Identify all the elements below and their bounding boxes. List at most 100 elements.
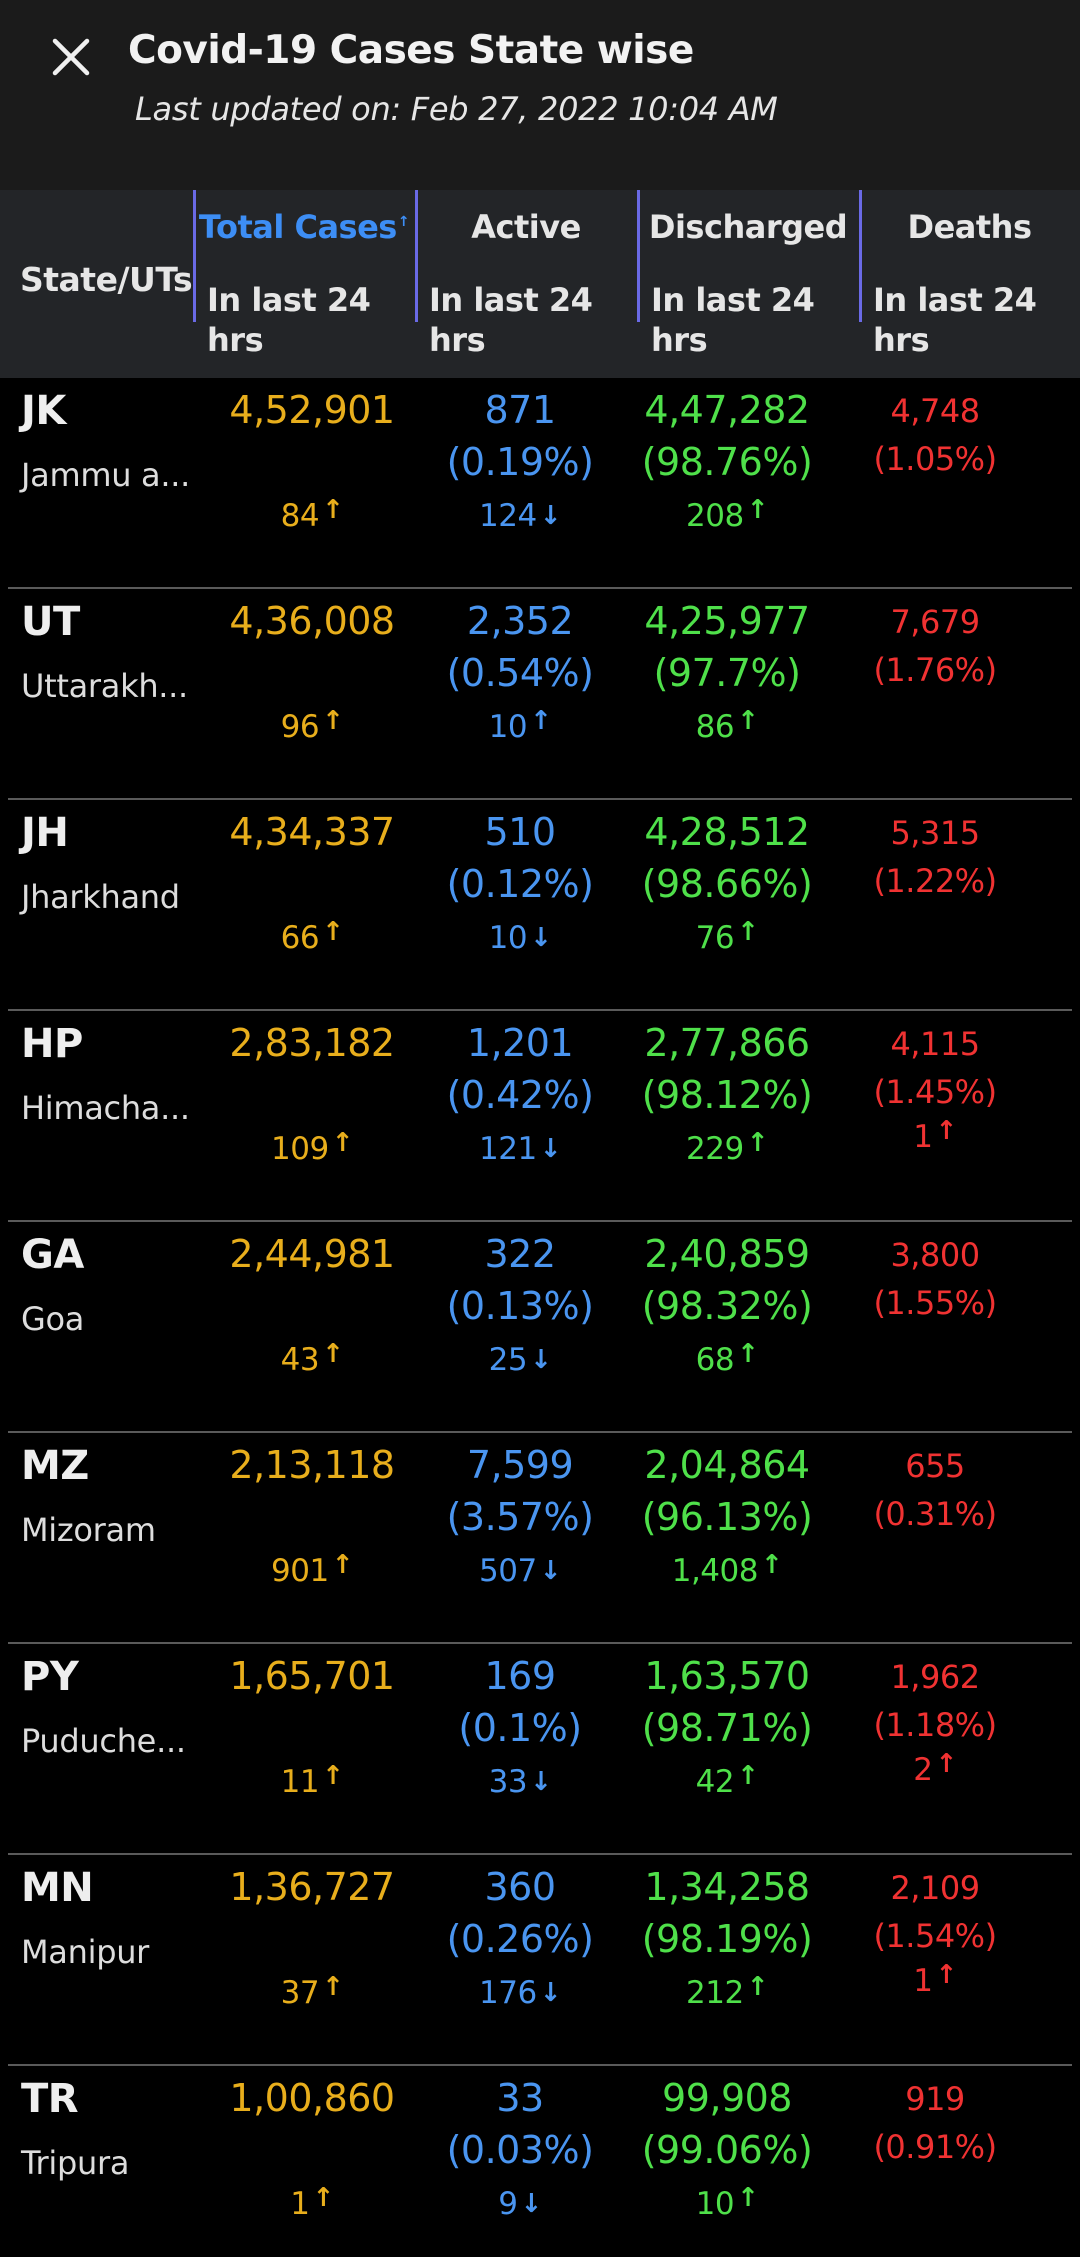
active-percent: (0.03%): [446, 2128, 594, 2172]
table-header: State/UTs Total Cases↑ In last 24 hrs Ac…: [0, 190, 1080, 378]
active-delta: 25 ↓: [415, 1342, 625, 1378]
discharged-delta-value: 42: [695, 1764, 735, 1800]
table-row[interactable]: UT Uttarakh... 4,36,008 96 ↑ 2,352 (0.54%) 10 ↑ 4…: [0, 589, 1080, 800]
deaths-percent: (1.76%): [873, 651, 997, 689]
active-header-title: Active: [471, 208, 581, 246]
arrow-up-icon: ↑: [746, 1128, 769, 1158]
arrow-up-icon: ↑: [331, 1550, 354, 1580]
discharged-delta-value: 229: [686, 1131, 744, 1167]
active-value: 2,352: [466, 599, 574, 643]
arrow-up-icon: ↑: [760, 1550, 783, 1580]
discharged-value: 4,25,977: [644, 599, 810, 643]
deaths-delta-value: 1: [913, 1119, 933, 1155]
active-delta-value: 10: [488, 709, 528, 745]
discharged-percent: (98.66%): [641, 862, 813, 906]
active-percent: (0.13%): [446, 1284, 594, 1328]
discharged-value: 4,47,282: [644, 388, 810, 432]
active-delta-value: 25: [488, 1342, 528, 1378]
row-divider: [8, 1853, 1072, 1855]
state-code: MZ: [21, 1443, 89, 1489]
active-header-sub: In last 24 hrs: [429, 281, 593, 359]
state-code: JH: [21, 810, 69, 856]
state-code: UT: [21, 599, 80, 645]
close-button[interactable]: [46, 32, 96, 82]
discharged-value: 99,908: [662, 2076, 792, 2120]
deaths-header-title: Deaths: [907, 208, 1032, 246]
discharged-delta: 208 ↑: [622, 495, 832, 534]
discharged-delta: 42 ↑: [622, 1761, 832, 1800]
discharged-delta: 86 ↑: [622, 706, 832, 745]
discharged-percent: (99.06%): [641, 2128, 813, 2172]
active-delta: 507 ↓: [415, 1553, 625, 1589]
deaths-column-header[interactable]: Deaths In last 24 hrs: [859, 190, 1080, 378]
active-delta-value: 121: [479, 1131, 537, 1167]
total-cases-value: 4,34,337: [229, 810, 395, 854]
state-name: Jharkhand: [21, 878, 180, 916]
state-name: Mizoram: [21, 1511, 156, 1549]
active-delta-value: 176: [479, 1975, 537, 2011]
arrow-down-icon: ↓: [539, 1978, 562, 2008]
total-cases-delta-value: 84: [280, 498, 320, 534]
active-percent: (0.26%): [446, 1917, 594, 1961]
discharged-value: 2,40,859: [644, 1232, 810, 1276]
state-column-header[interactable]: State/UTs: [20, 260, 193, 299]
table-row[interactable]: JK Jammu a... 4,52,901 84 ↑ 871 (0.19%) 124 ↓ 4,4…: [0, 378, 1080, 589]
discharged-column-header[interactable]: Discharged In last 24 hrs: [637, 190, 859, 378]
deaths-delta: 1 ↑: [830, 1116, 1040, 1155]
active-percent: (0.12%): [446, 862, 594, 906]
total-cases-value: 2,13,118: [229, 1443, 395, 1487]
state-name: Goa: [21, 1300, 85, 1338]
table-row[interactable]: JH Jharkhand 4,34,337 66 ↑ 510 (0.12%) 10 ↓ 4,28,…: [0, 800, 1080, 1011]
table-row[interactable]: GA Goa 2,44,981 43 ↑ 322 (0.13%) 25 ↓ 2,40,859 (98…: [0, 1222, 1080, 1433]
deaths-percent: (0.31%): [873, 1495, 997, 1533]
active-delta-value: 124: [479, 498, 537, 534]
top-bar: Covid-19 Cases State wise Last updated o…: [0, 0, 1080, 190]
total-cases-column-header[interactable]: Total Cases↑ In last 24 hrs: [193, 190, 415, 378]
active-delta: 121 ↓: [415, 1131, 625, 1167]
table-row[interactable]: MZ Mizoram 2,13,118 901 ↑ 7,599 (3.57%) 507 ↓ 2,0…: [0, 1433, 1080, 1644]
total-cases-value: 2,44,981: [229, 1232, 395, 1276]
total-cases-value: 1,36,727: [229, 1865, 395, 1909]
arrow-down-icon: ↓: [530, 923, 552, 953]
discharged-value: 2,77,866: [644, 1021, 810, 1065]
discharged-delta: 212 ↑: [622, 1972, 832, 2011]
state-name: Jammu a...: [21, 456, 190, 494]
total-cases-value: 1,00,860: [229, 2076, 395, 2120]
discharged-delta: 229 ↑: [622, 1128, 832, 1167]
state-name: Manipur: [21, 1933, 150, 1971]
state-code: TR: [21, 2076, 79, 2122]
discharged-header-sub: In last 24 hrs: [651, 281, 815, 359]
row-divider: [8, 1009, 1072, 1011]
arrow-up-icon: ↑: [746, 1972, 769, 2002]
active-delta: 33 ↓: [415, 1764, 625, 1800]
deaths-value: 3,800: [890, 1236, 980, 1274]
table-row[interactable]: TR Tripura 1,00,860 1 ↑ 33 (0.03%) 9 ↓ 99,908 (99.…: [0, 2066, 1080, 2257]
arrow-up-icon: ↑: [737, 1761, 759, 1791]
arrow-down-icon: ↓: [530, 1345, 552, 1375]
table-row[interactable]: PY Puduche... 1,65,701 11 ↑ 169 (0.1%) 33 ↓ 1,63,…: [0, 1644, 1080, 1855]
active-column-header[interactable]: Active In last 24 hrs: [415, 190, 637, 378]
close-icon[interactable]: [46, 32, 96, 82]
arrow-down-icon: ↓: [539, 1556, 562, 1586]
discharged-percent: (98.71%): [641, 1706, 813, 1750]
deaths-value: 919: [905, 2080, 965, 2118]
row-divider: [8, 1642, 1072, 1644]
row-divider: [8, 2064, 1072, 2066]
column-divider: [859, 190, 862, 322]
discharged-value: 4,28,512: [644, 810, 810, 854]
discharged-percent: (98.12%): [641, 1073, 813, 1117]
active-delta: 9 ↓: [415, 2186, 625, 2222]
arrow-down-icon: ↓: [530, 1767, 552, 1797]
arrow-up-icon: ↑: [737, 2183, 759, 2213]
active-percent: (0.1%): [458, 1706, 582, 1750]
state-code: HP: [21, 1021, 83, 1067]
table-row[interactable]: MN Manipur 1,36,727 37 ↑ 360 (0.26%) 176 ↓ 1,34,2…: [0, 1855, 1080, 2066]
discharged-value: 1,63,570: [644, 1654, 810, 1698]
column-divider: [193, 190, 196, 322]
active-delta: 176 ↓: [415, 1975, 625, 2011]
active-value: 1,201: [466, 1021, 574, 1065]
row-divider: [8, 798, 1072, 800]
table-row[interactable]: HP Himacha... 2,83,182 109 ↑ 1,201 (0.42%) 121 ↓…: [0, 1011, 1080, 1222]
total-cases-delta-value: 901: [271, 1553, 329, 1589]
total-cases-delta: 11 ↑: [207, 1761, 417, 1800]
